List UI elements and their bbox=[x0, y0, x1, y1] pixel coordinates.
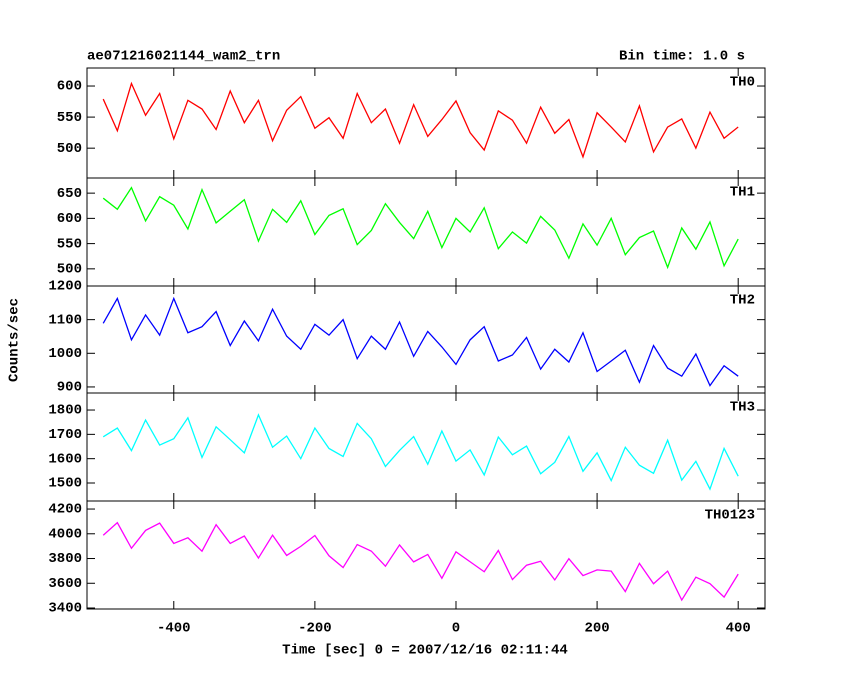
y-tick-label: 1100 bbox=[48, 312, 82, 328]
y-tick-label: 500 bbox=[57, 141, 82, 157]
y-tick-label: 900 bbox=[57, 380, 82, 396]
y-tick-label: 650 bbox=[57, 186, 82, 202]
panel-label: TH3 bbox=[730, 400, 755, 416]
y-tick-label: 500 bbox=[57, 262, 82, 278]
y-tick-label: 600 bbox=[57, 79, 82, 95]
y-tick-label: 1200 bbox=[48, 279, 82, 295]
light-curve bbox=[102, 296, 739, 387]
y-tick-label: 550 bbox=[57, 110, 82, 126]
y-tick-label: 1700 bbox=[48, 427, 82, 443]
panel-label: TH0 bbox=[730, 75, 755, 91]
chart-title: ae071216021144_wam2_trn bbox=[87, 49, 280, 65]
bin-time: Bin time: 1.0 s bbox=[619, 49, 745, 65]
y-tick-label: 1000 bbox=[48, 346, 82, 362]
y-tick-label: 4000 bbox=[48, 526, 82, 542]
light-curve bbox=[102, 81, 739, 159]
x-axis-label: Time [sec] 0 = 2007/12/16 02:11:44 bbox=[282, 643, 568, 659]
y-tick-label: 550 bbox=[57, 236, 82, 252]
y-tick-label: 3400 bbox=[48, 601, 82, 617]
x-tick-label: 200 bbox=[584, 621, 609, 637]
panel-label: TH2 bbox=[730, 293, 755, 309]
y-tick-label: 1600 bbox=[48, 451, 82, 467]
panel-label: TH0123 bbox=[705, 508, 755, 524]
y-tick-label: 3600 bbox=[48, 576, 82, 592]
light-curve bbox=[102, 413, 739, 491]
x-tick-label: -400 bbox=[157, 621, 191, 637]
x-tick-label: 0 bbox=[452, 621, 460, 637]
y-tick-label: 1800 bbox=[48, 403, 82, 419]
y-tick-label: 3800 bbox=[48, 551, 82, 567]
y-tick-label: 1500 bbox=[48, 476, 82, 492]
x-tick-label: -200 bbox=[298, 621, 332, 637]
light-curve bbox=[102, 521, 739, 602]
y-axis-label: Counts/sec bbox=[7, 298, 23, 382]
y-tick-label: 600 bbox=[57, 211, 82, 227]
panel-frame bbox=[86, 500, 766, 610]
panel-label: TH1 bbox=[730, 185, 755, 201]
light-curve bbox=[102, 186, 739, 270]
y-tick-label: 4200 bbox=[48, 502, 82, 518]
x-tick-label: 400 bbox=[726, 621, 751, 637]
